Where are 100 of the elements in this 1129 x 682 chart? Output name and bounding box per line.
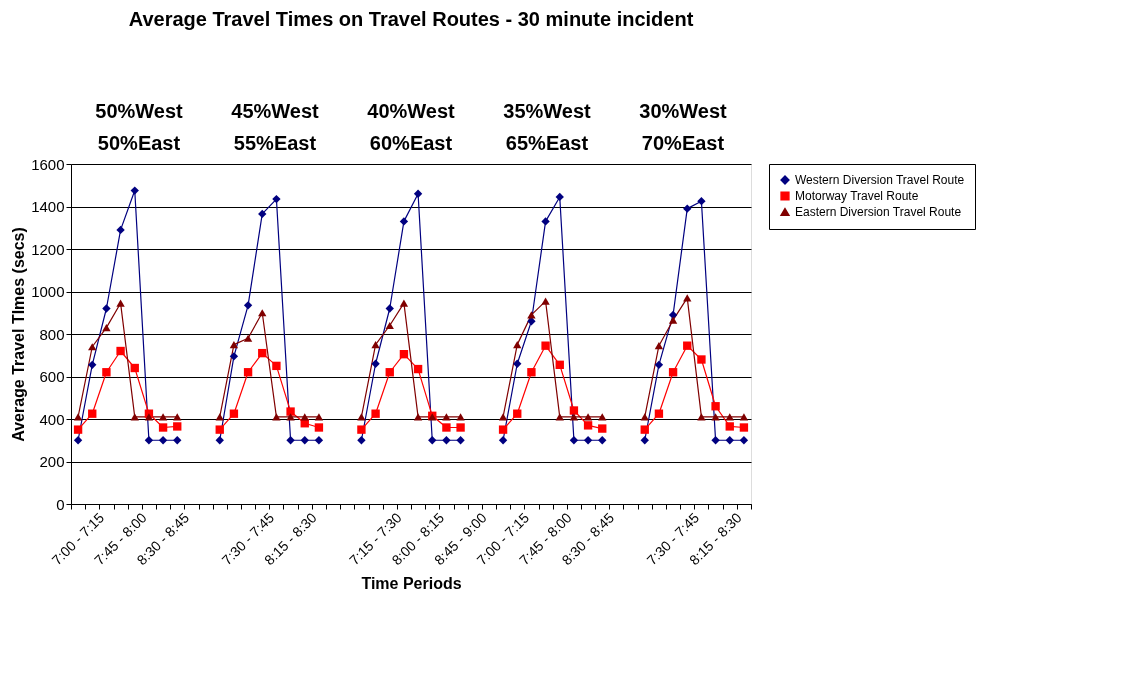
point [569,406,579,415]
point [258,348,267,358]
point [598,424,607,433]
point [371,341,380,349]
point [385,304,394,313]
point [739,436,749,445]
point [654,360,664,369]
point [583,413,593,421]
point [598,436,607,445]
point [683,204,692,213]
text: 55%East [233,132,317,154]
point [569,436,579,445]
point [697,355,706,364]
point [513,341,522,349]
point [640,436,649,445]
point [668,316,678,324]
point [513,359,522,368]
y-tick-label: 1400 [31,198,65,215]
point [243,334,253,342]
point [739,423,749,432]
point [258,209,267,219]
y-tick-label: 200 [39,453,65,470]
point [371,409,380,418]
y-axis-title: Average Travel TImes (secs) [10,227,28,442]
point [413,189,423,198]
text: 45%West [231,100,320,122]
point [173,422,182,431]
point [640,425,649,434]
point [399,217,409,226]
point [243,368,253,377]
text: 50%West [95,100,184,122]
text: 30%West [639,100,728,122]
text: 50%East [97,132,181,154]
point [725,436,734,445]
point [130,363,139,373]
point [555,192,564,202]
point [102,304,111,313]
y-tick-label: 1000 [31,283,65,300]
point [668,368,678,377]
point [88,409,97,418]
legend-label: Motorway Travel Route [795,189,919,203]
point [725,422,734,431]
point [73,413,83,421]
point [697,197,706,206]
point [739,413,749,421]
point [116,225,125,235]
point [413,413,423,421]
point [173,436,182,445]
y-tick-label: 800 [39,325,65,343]
point [130,186,139,195]
point [541,217,550,226]
point [498,413,508,421]
point [583,436,593,445]
text: 40%West [367,100,456,122]
point [102,324,111,332]
point [215,436,224,445]
point [158,413,168,421]
chart-title: Average Travel Times on Travel Routes - 30 minute incident [128,8,694,30]
x-axis-title: Time Periods [361,575,462,593]
y-tick-label: 1200 [31,240,65,258]
point [385,321,394,330]
point [272,361,281,371]
point [413,364,423,374]
point [527,368,536,377]
point [73,425,83,434]
point [442,436,451,445]
text: 35%West [503,100,592,122]
point [541,341,550,350]
point [102,368,111,377]
point [513,409,522,418]
legend-label: Western Diversion Travel Route [795,173,965,187]
point [73,436,83,445]
point [215,425,224,434]
point [158,436,168,445]
point [314,423,324,432]
point [399,350,409,359]
point [314,413,324,421]
point [286,407,295,416]
point [385,368,394,377]
text: 60%East [369,132,453,154]
point [357,436,366,445]
point [258,309,267,317]
point [541,297,550,305]
point [144,436,154,445]
point [456,436,465,445]
point [116,346,125,356]
point [116,299,125,307]
point [357,425,366,434]
point [683,341,692,350]
point [272,194,281,204]
text: 65%East [505,132,589,154]
point [314,436,324,445]
y-tick-label: 0 [56,495,65,513]
point [88,360,97,369]
point [654,342,664,350]
text: 70%East [641,132,725,154]
point [498,436,508,445]
point [498,425,508,434]
point [442,423,451,432]
point [583,421,593,430]
